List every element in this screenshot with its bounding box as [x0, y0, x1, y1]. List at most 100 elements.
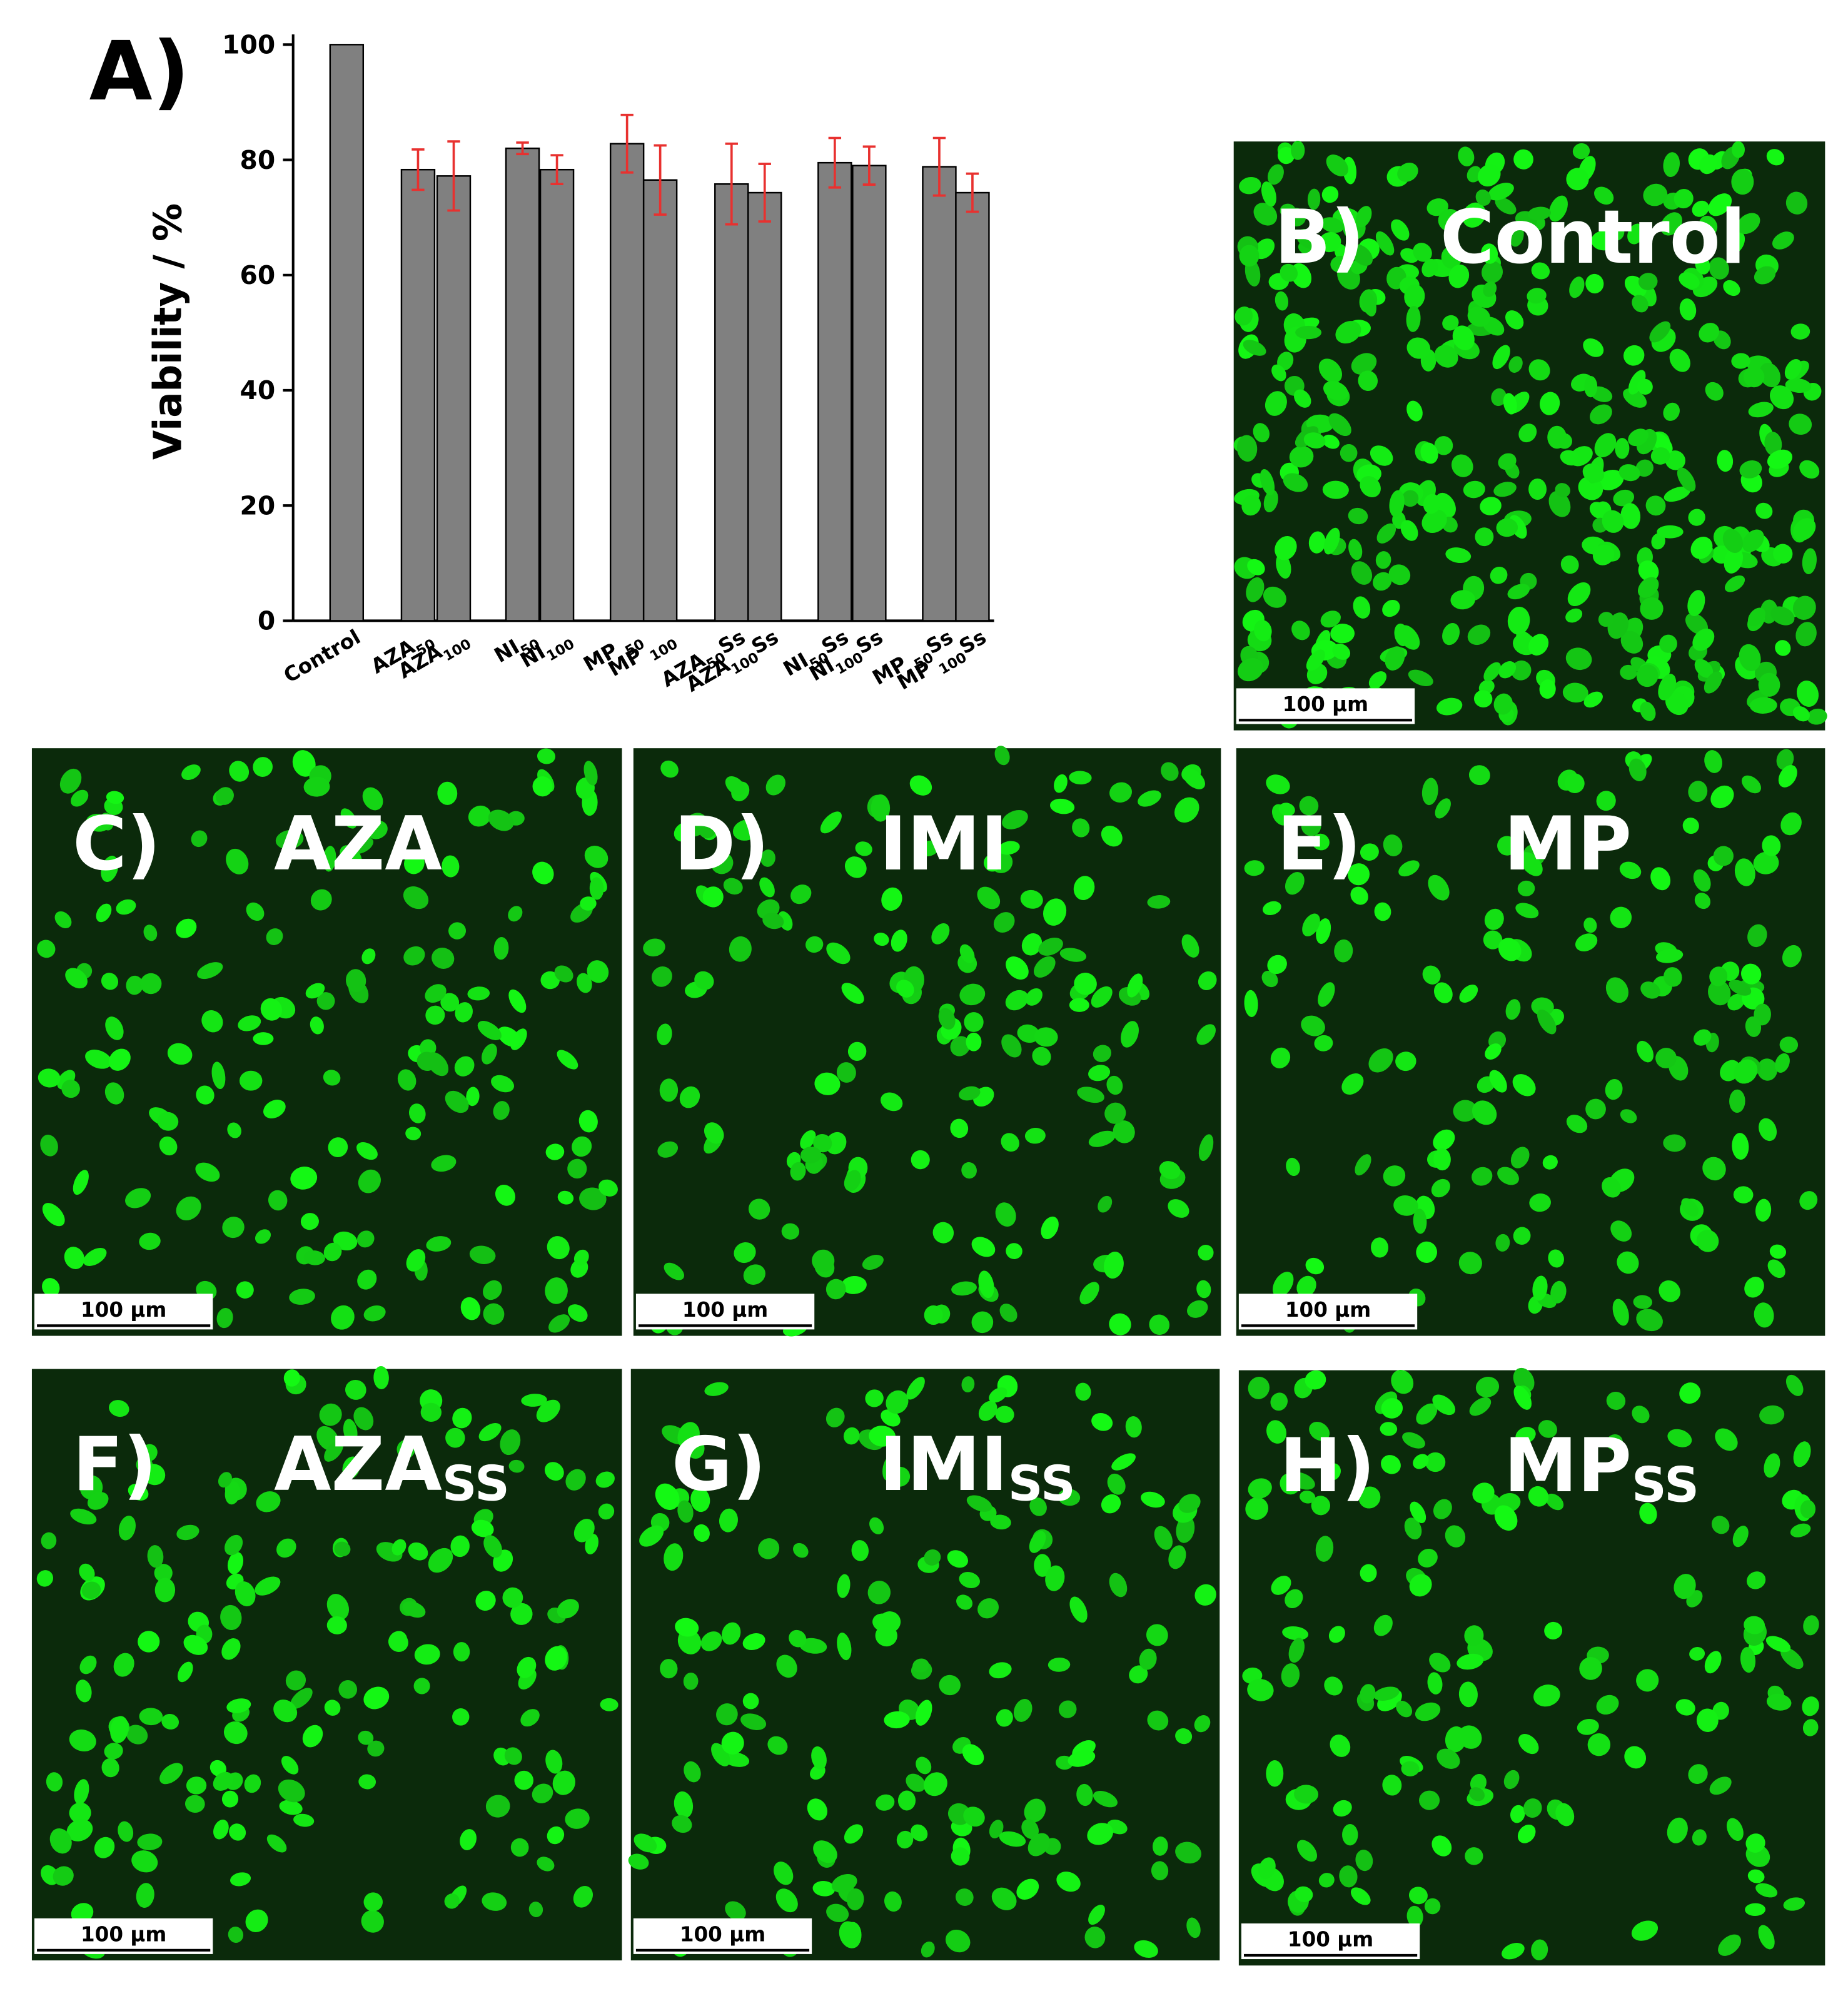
cell	[279, 1800, 303, 1815]
error-bar	[620, 113, 634, 174]
cell	[1400, 520, 1418, 541]
cell	[1248, 1377, 1270, 1399]
cell	[493, 1101, 510, 1120]
cell	[1699, 215, 1718, 236]
cell	[1758, 1925, 1775, 1950]
cell	[1802, 548, 1817, 574]
cell	[1740, 1647, 1756, 1673]
cell	[1076, 1783, 1093, 1806]
cell	[1307, 188, 1321, 210]
cell	[191, 830, 208, 848]
cell	[1368, 1048, 1393, 1073]
cell	[1742, 775, 1761, 794]
cell	[1679, 272, 1700, 289]
cell	[154, 1564, 173, 1583]
cell	[1745, 1016, 1762, 1037]
cell	[1759, 362, 1781, 388]
cell	[1636, 664, 1659, 687]
cell	[1531, 1939, 1548, 1960]
cell	[1739, 460, 1762, 479]
error-bar	[447, 140, 460, 212]
cell	[1299, 796, 1319, 816]
cell	[1755, 502, 1773, 519]
cell	[226, 1698, 251, 1713]
cell	[950, 1118, 969, 1138]
cell	[1663, 402, 1680, 421]
cell	[921, 1941, 935, 1958]
cell	[547, 1236, 570, 1260]
cell	[598, 1503, 615, 1520]
cell	[813, 1133, 832, 1153]
cell	[1754, 266, 1776, 285]
error-bar	[412, 148, 425, 191]
cell	[1690, 537, 1713, 559]
cell	[991, 1887, 1017, 1910]
cell	[1322, 434, 1340, 449]
cell	[1704, 750, 1722, 773]
cell	[723, 1752, 750, 1767]
cell	[1294, 1785, 1319, 1804]
cell	[495, 1184, 515, 1206]
cell	[1305, 1257, 1325, 1275]
cell	[1598, 612, 1614, 627]
cell	[557, 1599, 579, 1619]
cell	[1088, 1065, 1111, 1082]
cell	[319, 1403, 342, 1426]
cell	[105, 1016, 124, 1040]
cell	[660, 760, 679, 778]
cell	[1800, 1500, 1816, 1519]
panel-label: E)	[1277, 801, 1361, 887]
cell	[1640, 981, 1660, 999]
cell	[843, 1427, 860, 1445]
cell	[1237, 658, 1264, 682]
cell	[1548, 195, 1568, 222]
cell	[1261, 181, 1276, 207]
cell	[1311, 833, 1330, 851]
cell	[776, 1654, 797, 1678]
cell	[478, 1423, 502, 1442]
cell	[70, 1508, 97, 1525]
cell	[1565, 647, 1592, 671]
cell	[1077, 1087, 1104, 1103]
cell	[176, 1524, 199, 1541]
cell	[1767, 1259, 1785, 1279]
cell	[959, 1086, 981, 1101]
cell	[956, 1594, 973, 1610]
cell	[1613, 489, 1635, 507]
cell	[1744, 1616, 1765, 1634]
cell	[1330, 255, 1350, 273]
cell	[363, 1892, 383, 1912]
cell	[1389, 490, 1405, 517]
cell	[1325, 1463, 1341, 1481]
bar	[436, 175, 472, 622]
cell	[1435, 798, 1451, 819]
cell	[334, 1541, 351, 1557]
cell	[1453, 1100, 1477, 1122]
cell	[326, 1594, 350, 1620]
cell	[1445, 547, 1472, 564]
micrograph	[1238, 1367, 1825, 1966]
cell	[40, 1135, 58, 1157]
cell	[1510, 1147, 1530, 1168]
cell	[1404, 1517, 1422, 1540]
cell	[1484, 908, 1504, 930]
cell	[118, 1516, 136, 1541]
cell	[1547, 425, 1567, 449]
cell	[528, 1902, 543, 1917]
panel-title-main: MP	[1504, 1422, 1632, 1509]
cell	[181, 764, 201, 780]
cell	[1775, 1053, 1790, 1073]
cell	[1406, 337, 1431, 359]
cell	[1301, 816, 1321, 836]
cell	[1267, 955, 1287, 975]
cell	[909, 775, 932, 796]
error-bar	[654, 144, 667, 216]
cell	[583, 761, 598, 786]
cell	[450, 1535, 470, 1558]
cell	[1101, 825, 1123, 847]
cell	[1729, 980, 1752, 996]
cell	[1475, 1376, 1500, 1398]
cell	[675, 1618, 699, 1637]
error-bar	[516, 141, 529, 156]
cell	[1093, 1045, 1111, 1062]
